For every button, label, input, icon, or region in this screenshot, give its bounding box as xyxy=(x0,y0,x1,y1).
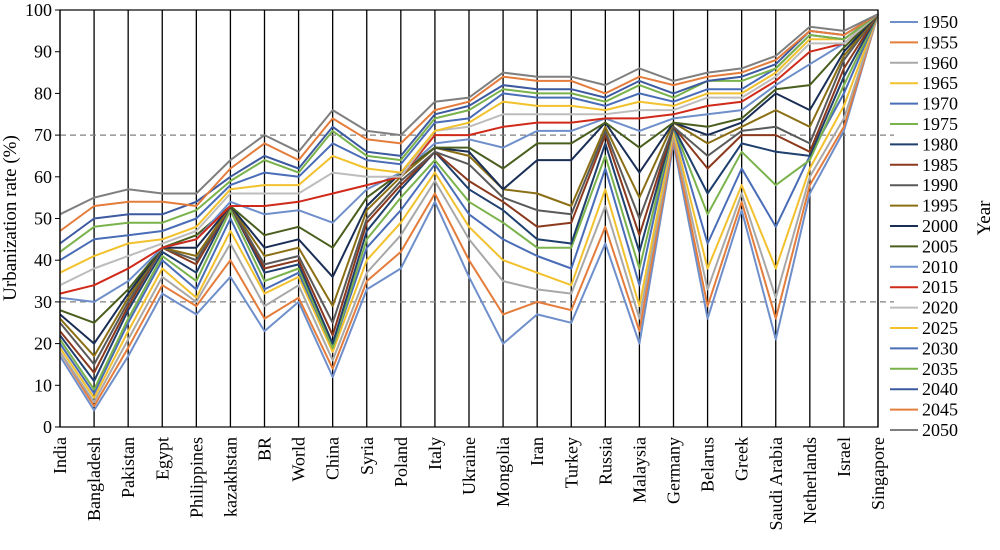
series-line-1965 xyxy=(59,13,879,399)
series-line-2000 xyxy=(59,13,879,345)
x-tick-label: Philippines xyxy=(186,437,206,518)
x-tick-label: Syria xyxy=(357,437,377,475)
y-tick-label: 80 xyxy=(34,83,52,103)
y-tick-label: 0 xyxy=(43,417,52,437)
x-tick-label: Singapore xyxy=(868,437,888,510)
x-tick-label: World xyxy=(289,437,309,482)
x-tick-label: kazakhstan xyxy=(220,437,240,517)
x-tick-label: Germany xyxy=(664,437,684,504)
series-lines xyxy=(59,13,879,412)
x-tick-label: Pakistan xyxy=(118,437,138,498)
series-line-1980 xyxy=(59,13,879,383)
x-tick-label: Greek xyxy=(732,437,752,481)
y-tick-label: 30 xyxy=(34,292,52,312)
series-line-1950 xyxy=(59,13,879,412)
series-line-2030 xyxy=(59,13,879,262)
legend-label-1995: 1995 xyxy=(922,196,958,216)
x-tick-label: Bangladesh xyxy=(84,437,104,521)
legend: 1950195519601965197019751980198519901995… xyxy=(890,12,958,440)
legend-label-2015: 2015 xyxy=(922,277,958,297)
x-tick-label: Netherlands xyxy=(800,437,820,524)
series-line-1995 xyxy=(59,13,879,358)
series-line-2035 xyxy=(59,13,879,253)
series-line-1975 xyxy=(59,13,879,391)
y-tick-label: 40 xyxy=(34,250,52,270)
legend-title: Year xyxy=(974,200,995,236)
legend-label-2010: 2010 xyxy=(922,257,958,277)
legend-label-2050: 2050 xyxy=(922,420,958,440)
legend-label-2000: 2000 xyxy=(922,216,958,236)
series-line-1955 xyxy=(59,13,879,408)
y-tick-label: 10 xyxy=(34,375,52,395)
legend-label-1970: 1970 xyxy=(922,94,958,114)
y-axis-ticks: 0 10 20 30 40 50 60 70 80 90 100 xyxy=(25,0,60,437)
series-line-2015 xyxy=(59,13,879,295)
legend-label-2045: 2045 xyxy=(922,400,958,420)
series-line-1970 xyxy=(59,13,879,395)
x-tick-label: Italy xyxy=(425,437,445,470)
x-tick-label: China xyxy=(323,437,343,480)
series-line-1985 xyxy=(59,13,879,374)
x-tick-label: Poland xyxy=(391,437,411,487)
x-tick-label: BR xyxy=(255,437,275,461)
series-line-2025 xyxy=(59,13,879,274)
legend-label-1965: 1965 xyxy=(922,73,958,93)
legend-label-1975: 1975 xyxy=(922,114,958,134)
legend-label-2040: 2040 xyxy=(922,379,958,399)
x-tick-label: Ukraine xyxy=(459,437,479,495)
x-tick-label: Saudi Arabia xyxy=(766,437,786,530)
series-line-2040 xyxy=(59,13,879,245)
x-tick-label: Mongolia xyxy=(493,437,513,507)
x-tick-label: Malaysia xyxy=(629,437,649,503)
legend-label-2005: 2005 xyxy=(922,236,958,256)
y-tick-label: 100 xyxy=(25,0,52,20)
y-axis-label: Urbanization rate (%) xyxy=(0,135,21,301)
legend-label-1990: 1990 xyxy=(922,175,958,195)
x-tick-label: India xyxy=(50,437,70,474)
x-axis-tick-labels: India Bangladesh Pakistan Egypt Philippines k… xyxy=(50,437,888,530)
x-tick-label: Egypt xyxy=(152,437,172,480)
y-tick-label: 70 xyxy=(34,125,52,145)
legend-label-1980: 1980 xyxy=(922,134,958,154)
x-tick-label: Belarus xyxy=(698,437,718,492)
series-line-1990 xyxy=(59,13,879,366)
y-tick-label: 60 xyxy=(34,167,52,187)
legend-label-1985: 1985 xyxy=(922,155,958,175)
y-tick-label: 90 xyxy=(34,42,52,62)
x-tick-label: Israel xyxy=(834,437,854,477)
legend-label-2030: 2030 xyxy=(922,338,958,358)
series-line-2020 xyxy=(59,13,879,287)
legend-label-2025: 2025 xyxy=(922,318,958,338)
x-tick-label: Turkey xyxy=(561,437,581,488)
y-tick-label: 50 xyxy=(34,209,52,229)
y-tick-label: 20 xyxy=(34,334,52,354)
x-tick-label: Iran xyxy=(527,437,547,466)
legend-label-2035: 2035 xyxy=(922,359,958,379)
legend-label-2020: 2020 xyxy=(922,298,958,318)
series-line-2050 xyxy=(59,13,879,216)
legend-label-1960: 1960 xyxy=(922,53,958,73)
x-tick-label: Russia xyxy=(595,437,615,485)
series-line-2045 xyxy=(59,13,879,232)
legend-label-1950: 1950 xyxy=(922,12,958,32)
legend-label-1955: 1955 xyxy=(922,32,958,52)
series-line-2005 xyxy=(59,13,879,324)
series-line-1960 xyxy=(59,13,879,403)
